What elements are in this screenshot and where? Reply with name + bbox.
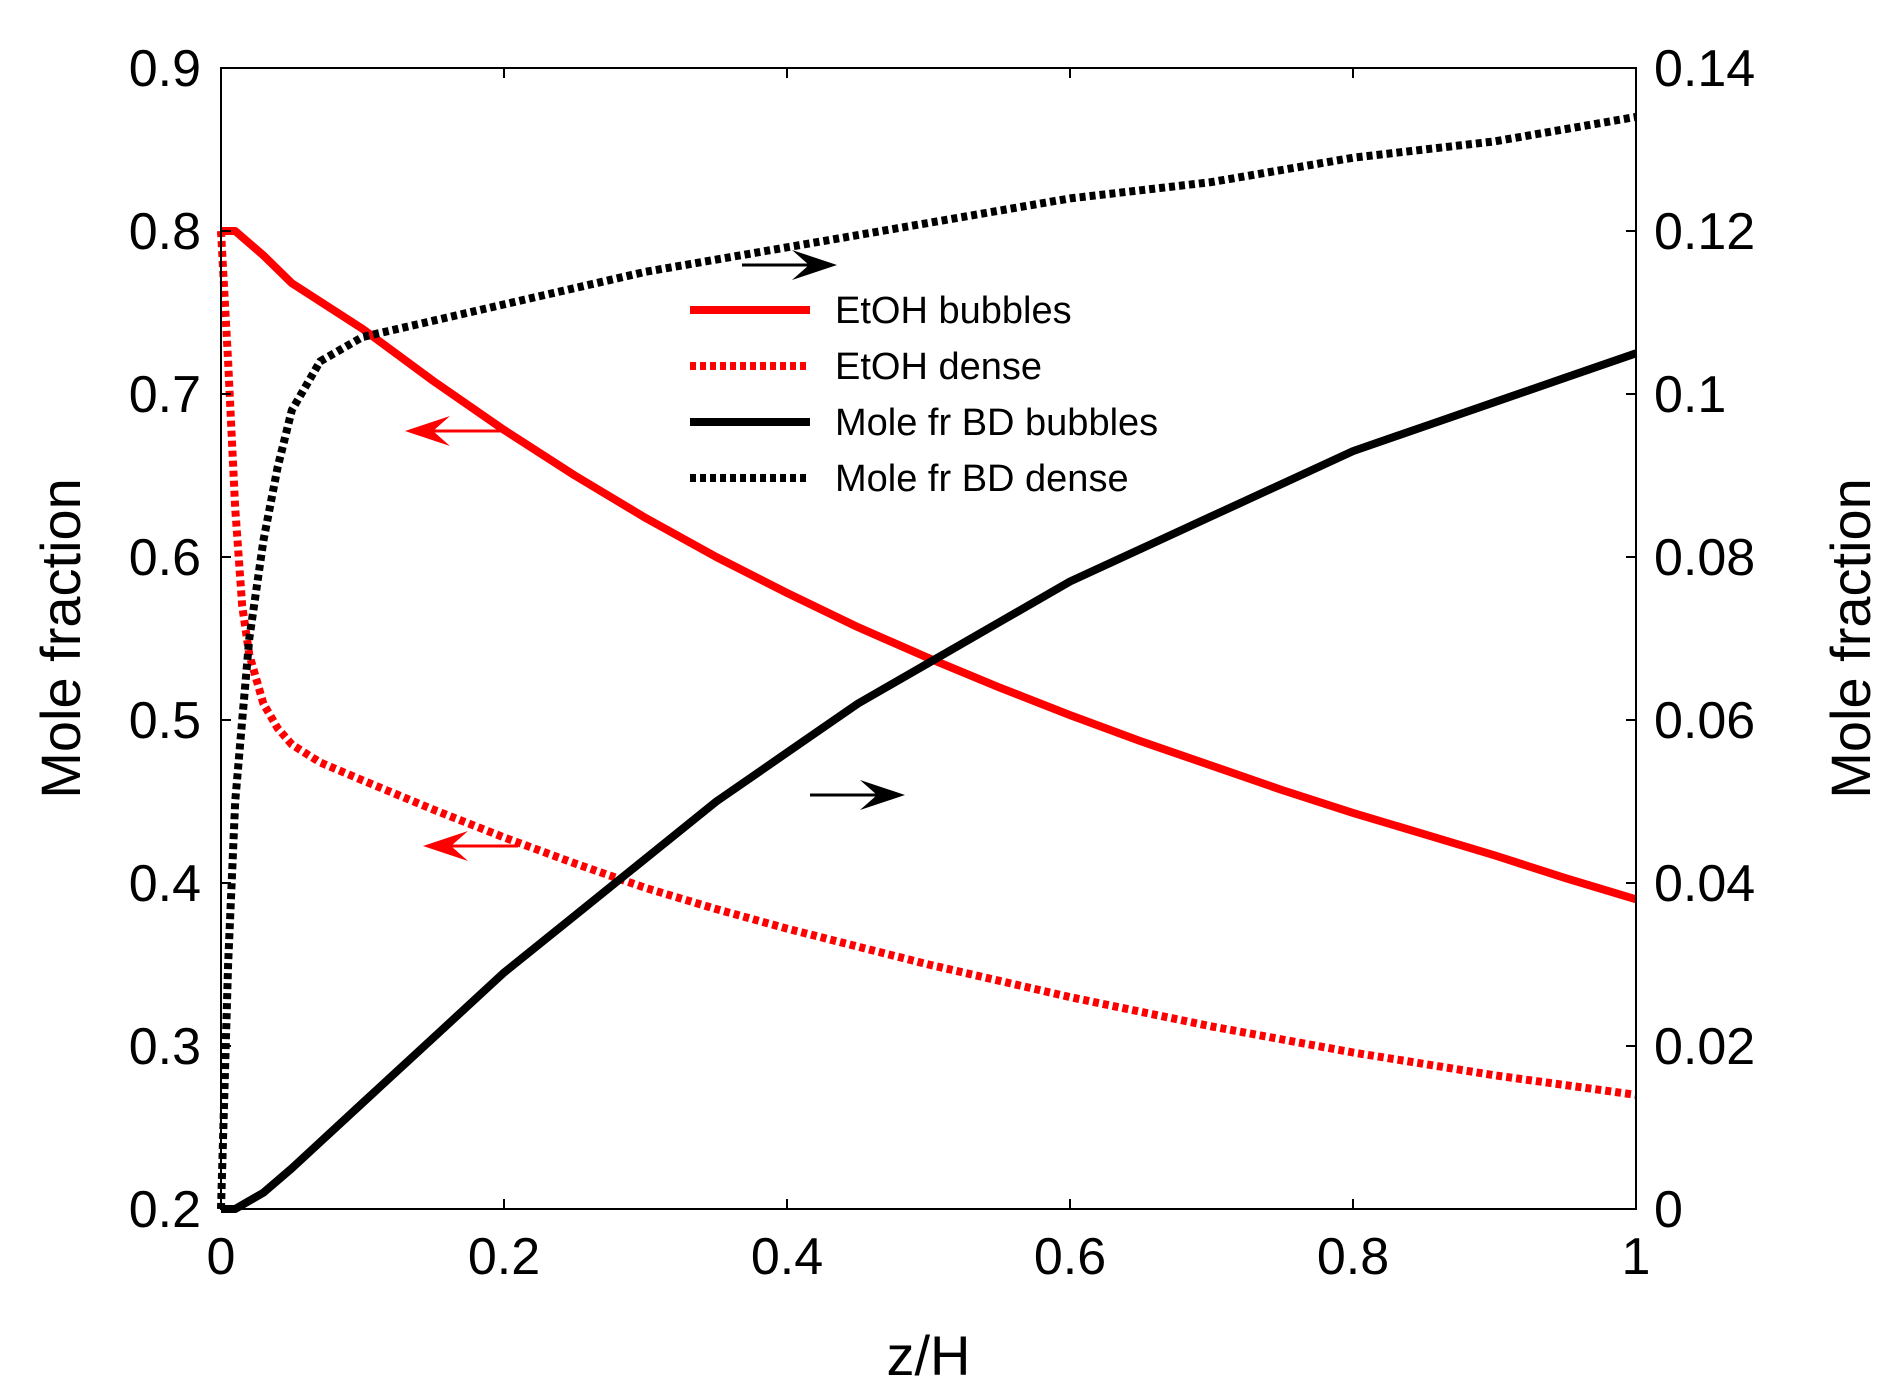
y-right-tick-label: 0.08 xyxy=(1654,529,1755,587)
axis-ticks xyxy=(220,67,1637,1210)
legend-label-3: Mole fr BD dense xyxy=(835,458,1129,500)
y-left-tick-label: 0.7 xyxy=(129,366,201,424)
annotation-arrow-head xyxy=(792,250,837,280)
annotation-arrow-head xyxy=(423,831,468,861)
series-line-2 xyxy=(221,349,1638,1213)
x-tick-label: 0.8 xyxy=(1317,1228,1389,1286)
y-right-tick-label: 0.02 xyxy=(1654,1018,1755,1076)
y-left-tick-label: 0.8 xyxy=(129,203,201,261)
y-left-tick-label: 0.2 xyxy=(129,1181,201,1239)
y-axis-label-right: Mole fraction xyxy=(1819,478,1882,799)
y-right-tick-label: 0.14 xyxy=(1654,40,1755,98)
x-tick-label: 0.2 xyxy=(468,1228,540,1286)
y-left-tick-label: 0.5 xyxy=(129,692,201,750)
legend: EtOH bubbles EtOH dense Mole fr BD bubbles… xyxy=(690,290,1158,500)
series-line-0 xyxy=(221,227,1638,904)
x-tick-label: 0 xyxy=(207,1228,236,1286)
series-line-1 xyxy=(217,230,1637,1099)
y-left-tick-label: 0.4 xyxy=(129,855,201,913)
tick-labels: 0 0.2 0.4 0.6 0.8 10.20.30.40.50.60.70.80.900… xyxy=(129,40,1756,1286)
annotation-arrow-head xyxy=(860,780,905,810)
y-left-tick-label: 0.9 xyxy=(129,40,201,98)
legend-label-1: EtOH dense xyxy=(835,346,1042,388)
y-left-tick-label: 0.6 xyxy=(129,529,201,587)
series-layer xyxy=(217,112,1638,1213)
y-right-tick-label: 0.06 xyxy=(1654,692,1755,750)
annotation-arrow-head xyxy=(405,416,450,446)
y-axis-label-left: Mole fraction xyxy=(29,478,92,799)
x-tick-label: 0.6 xyxy=(1034,1228,1106,1286)
y-left-tick-label: 0.3 xyxy=(129,1018,201,1076)
y-right-tick-label: 0.12 xyxy=(1654,203,1755,261)
x-axis-label: z/H xyxy=(887,1324,971,1387)
legend-label-0: EtOH bubbles xyxy=(835,290,1072,332)
series-line-3 xyxy=(217,112,1637,1210)
x-tick-label: 1 xyxy=(1622,1228,1651,1286)
y-right-tick-label: 0.04 xyxy=(1654,855,1755,913)
y-right-tick-label: 0 xyxy=(1654,1181,1683,1239)
plot-frame xyxy=(220,67,1637,1210)
y-right-tick-label: 0.1 xyxy=(1654,366,1726,424)
x-tick-label: 0.4 xyxy=(751,1228,823,1286)
annotation-arrows xyxy=(405,250,905,861)
legend-label-2: Mole fr BD bubbles xyxy=(835,402,1158,444)
